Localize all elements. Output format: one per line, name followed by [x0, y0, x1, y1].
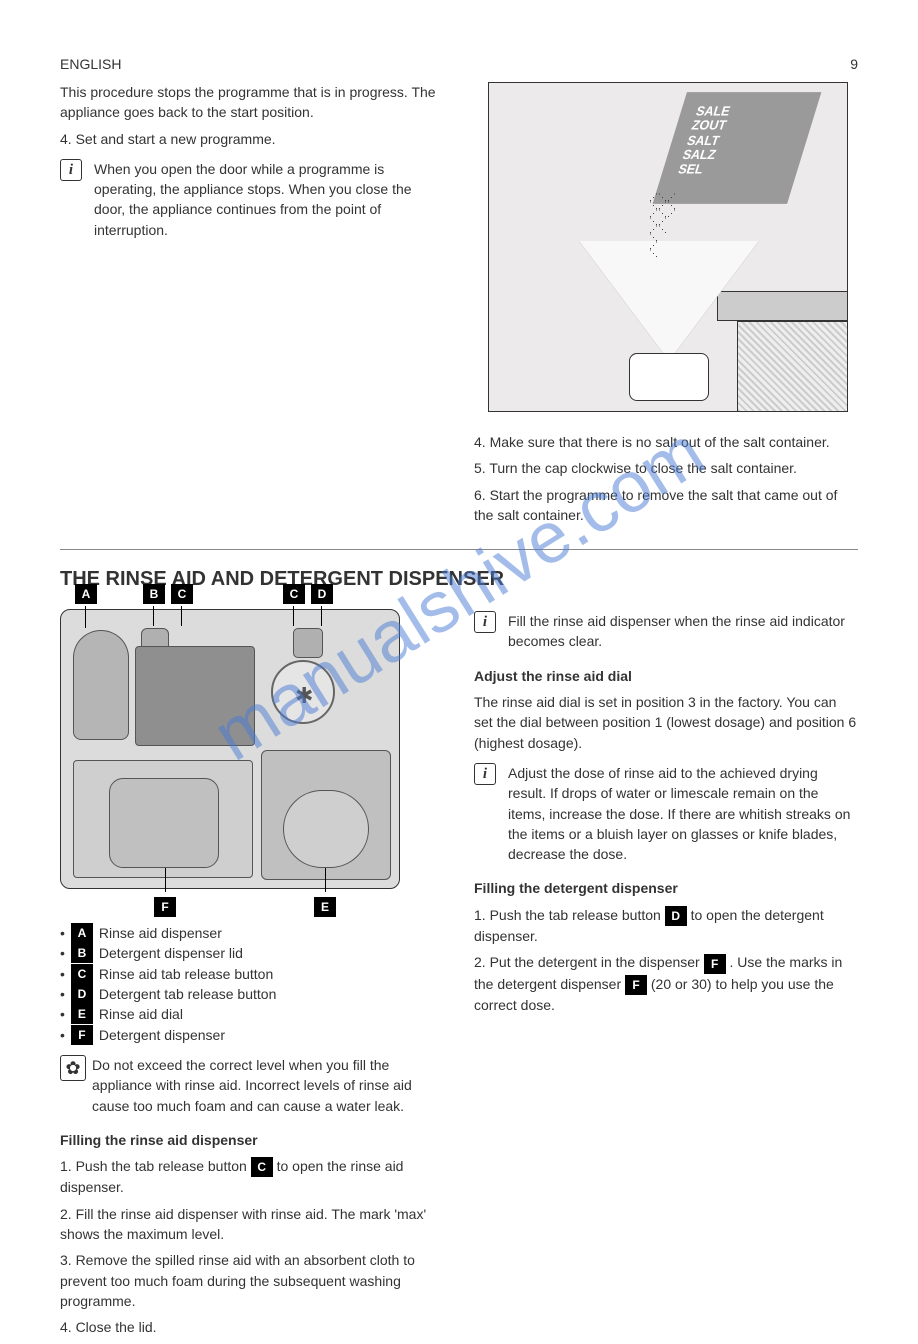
- detergent-lid: [135, 646, 255, 746]
- salt-box-label: SALE ZOUT SALT SALZ SEL: [653, 92, 822, 204]
- step: 3. Remove the spilled rinse aid with an …: [60, 1250, 444, 1311]
- info-icon: i: [60, 159, 82, 181]
- step: 2. Put the detergent in the dispenser F …: [474, 952, 858, 1015]
- subheading: Filling the detergent dispenser: [474, 878, 858, 898]
- label-D: D: [311, 584, 333, 604]
- paragraph: The rinse aid dial is set in position 3 …: [474, 692, 858, 753]
- header-row: ENGLISH 9: [60, 56, 858, 72]
- detergent-tab-release: [293, 628, 323, 658]
- info-block: i Fill the rinse aid dispenser when the …: [474, 611, 858, 652]
- figure-dispenser: A B C C D: [60, 609, 400, 889]
- header-lang: ENGLISH: [60, 56, 121, 72]
- list-item: 5. Turn the cap clockwise to close the s…: [474, 458, 858, 478]
- rinse-aid-compartment: [283, 790, 369, 868]
- info-text: When you open the door while a programme…: [94, 159, 444, 240]
- figure-salt-pouring: SALE ZOUT SALT SALZ SEL ⋰⋱⋰⋱⋰⋱⋰⋱⋰⋱⋰⋰⋱⋱⋰⋱: [488, 82, 848, 412]
- salt-container: [629, 353, 709, 401]
- list-item: 4. Make sure that there is no salt out o…: [474, 432, 858, 452]
- step: 1. Push the tab release button D to open…: [474, 905, 858, 947]
- paragraph: This procedure stops the programme that …: [60, 82, 444, 123]
- step: 1. Push the tab release button C to open…: [60, 1156, 444, 1198]
- upper-columns: This procedure stops the programme that …: [60, 82, 858, 531]
- salt-granules: ⋰⋱⋰⋱⋰⋱⋰⋱⋰⋱⋰⋰⋱⋱⋰⋱: [649, 193, 689, 303]
- upper-left-col: This procedure stops the programme that …: [60, 82, 444, 531]
- label-B: B: [143, 584, 165, 604]
- info-block: i Adjust the dose of rinse aid to the ac…: [474, 763, 858, 864]
- info-icon: i: [474, 611, 496, 633]
- warning-block: ✿ Do not exceed the correct level when y…: [60, 1055, 444, 1116]
- label-F: F: [154, 897, 176, 917]
- lower-columns: A B C C D: [60, 601, 858, 1343]
- step: 2. Fill the rinse aid dispenser with rin…: [60, 1204, 444, 1245]
- list-item: 6. Start the programme to remove the sal…: [474, 485, 858, 526]
- info-block: i When you open the door while a program…: [60, 159, 444, 240]
- eco-warning-icon: ✿: [60, 1055, 86, 1081]
- lower-left-col: A B C C D: [60, 601, 444, 1343]
- warning-text: Do not exceed the correct level when you…: [92, 1055, 444, 1116]
- info-text: Adjust the dose of rinse aid to the achi…: [508, 763, 858, 864]
- label-A: A: [75, 584, 97, 604]
- list-item: 4. Set and start a new programme.: [60, 129, 444, 149]
- label-E: E: [314, 897, 336, 917]
- section-divider: [60, 549, 858, 550]
- subheading: Adjust the rinse aid dial: [474, 666, 858, 686]
- header-page: 9: [850, 56, 858, 72]
- info-text: Fill the rinse aid dispenser when the ri…: [508, 611, 858, 652]
- info-icon: i: [474, 763, 496, 785]
- upper-right-col: SALE ZOUT SALT SALZ SEL ⋰⋱⋰⋱⋰⋱⋰⋱⋰⋱⋰⋰⋱⋱⋰⋱…: [474, 82, 858, 531]
- detergent-compartment: [109, 778, 219, 868]
- lower-right-col: i Fill the rinse aid dispenser when the …: [474, 601, 858, 1343]
- figure-bottom-labels: F E: [60, 897, 444, 923]
- label-C: C: [171, 584, 193, 604]
- subheading: Filling the rinse aid dispenser: [60, 1130, 444, 1150]
- manual-page: ENGLISH 9 This procedure stops the progr…: [0, 0, 918, 1188]
- rinse-aid-dial: [271, 660, 335, 724]
- label-C2: C: [283, 584, 305, 604]
- dispenser-legend: •ARinse aid dispenser •BDetergent dispen…: [60, 923, 444, 1045]
- rinse-aid-dispenser: [73, 630, 129, 740]
- step: 4. Close the lid.: [60, 1317, 444, 1337]
